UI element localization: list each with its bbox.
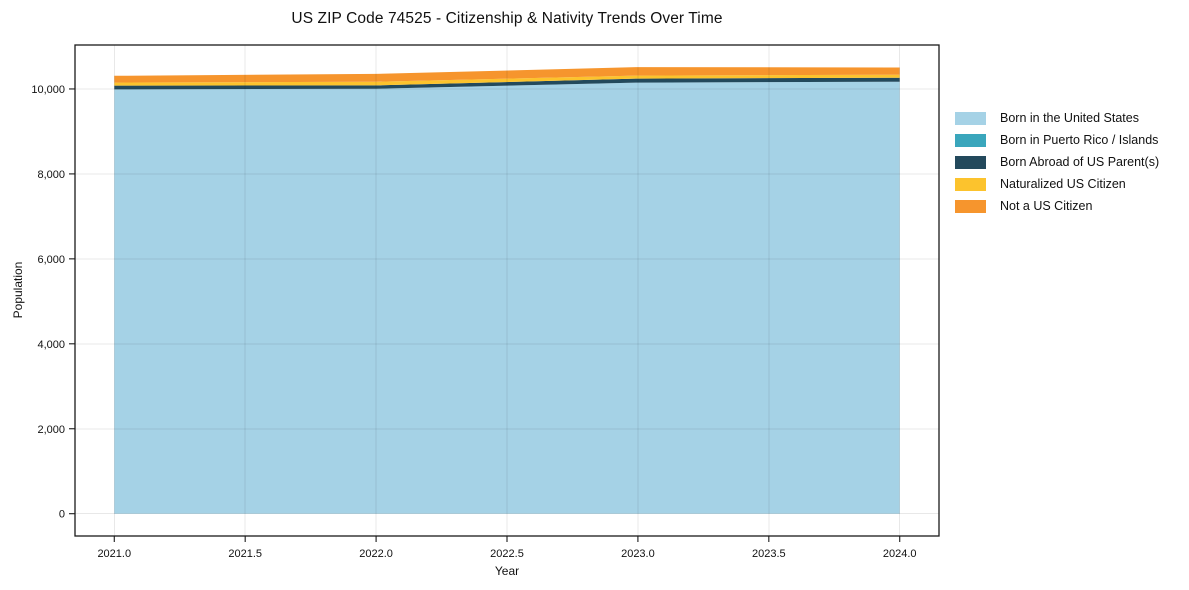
y-tick-label: 10,000: [31, 84, 65, 96]
x-axis-label: Year: [494, 564, 520, 578]
x-tick-label: 2021.0: [97, 548, 131, 560]
x-tick-label: 2022.0: [359, 548, 393, 560]
y-tick-label: 0: [59, 509, 65, 521]
legend-item: Naturalized US Citizen: [955, 173, 1159, 195]
legend-label: Born Abroad of US Parent(s): [1000, 155, 1160, 169]
y-tick-label: 6,000: [37, 254, 65, 266]
legend-item: Born Abroad of US Parent(s): [955, 151, 1159, 173]
legend-swatch: [955, 199, 986, 213]
legend-item: Born in Puerto Rico / Islands: [955, 129, 1159, 151]
legend-swatch: [955, 155, 986, 169]
x-tick-label: 2021.5: [228, 548, 262, 560]
y-tick-label: 4,000: [37, 339, 65, 351]
y-axis-label: Population: [11, 261, 25, 319]
chart-title: US ZIP Code 74525 - Citizenship & Nativi…: [291, 10, 723, 27]
x-tick-label: 2023.5: [752, 548, 786, 560]
legend-swatch: [955, 177, 986, 191]
area-series: [114, 74, 900, 86]
legend: Born in the United States Born in Puerto …: [955, 107, 1159, 217]
legend-swatch: [955, 133, 986, 147]
legend-label: Born in Puerto Rico / Islands: [1000, 133, 1159, 147]
legend-label: Born in the United States: [1000, 111, 1139, 125]
legend-swatch: [955, 111, 986, 125]
y-tick-label: 2,000: [37, 424, 65, 436]
x-tick-label: 2024.0: [883, 548, 917, 560]
area-series: [114, 81, 900, 514]
legend-item: Not a US Citizen: [955, 195, 1159, 217]
area-series: [114, 77, 900, 90]
area-series: [114, 67, 900, 83]
legend-label: Naturalized US Citizen: [1000, 177, 1126, 191]
legend-label: Not a US Citizen: [1000, 199, 1093, 213]
x-tick-label: 2022.5: [490, 548, 524, 560]
x-tick-label: 2023.0: [621, 548, 655, 560]
legend-item: Born in the United States: [955, 107, 1159, 129]
y-tick-label: 8,000: [37, 169, 65, 181]
